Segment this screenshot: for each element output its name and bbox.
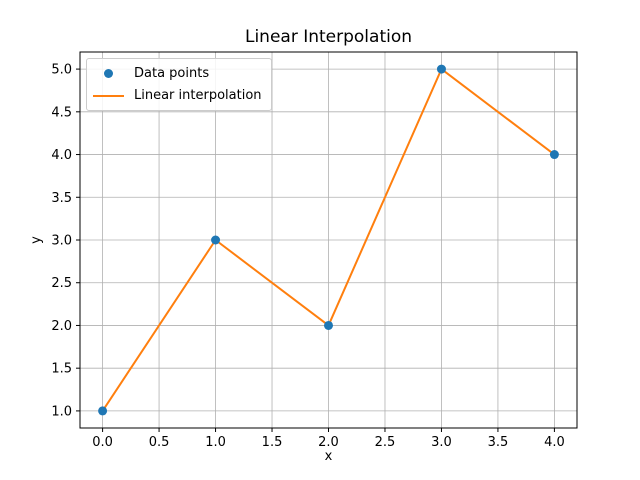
y-axis-label: y — [28, 236, 44, 244]
svg-text:4.5: 4.5 — [51, 105, 72, 120]
x-axis-label: x — [324, 449, 333, 464]
line-icon — [93, 94, 124, 97]
scatter-marker-icon — [93, 69, 124, 78]
svg-text:1.5: 1.5 — [262, 435, 283, 450]
svg-text:3.0: 3.0 — [51, 234, 72, 249]
svg-text:5.0: 5.0 — [51, 63, 72, 78]
chart-title: Linear Interpolation — [244, 27, 413, 47]
svg-text:2.0: 2.0 — [51, 319, 72, 334]
svg-text:1.0: 1.0 — [51, 404, 72, 419]
svg-text:3.5: 3.5 — [488, 435, 509, 450]
svg-text:4.0: 4.0 — [51, 148, 72, 163]
svg-text:3.5: 3.5 — [51, 191, 72, 206]
line-marker-icon — [93, 94, 124, 97]
legend: Data points Linear interpolation — [86, 58, 272, 111]
svg-text:2.5: 2.5 — [51, 276, 72, 291]
svg-text:2.0: 2.0 — [318, 435, 339, 450]
legend-item-data-points: Data points — [93, 64, 262, 83]
svg-text:3.0: 3.0 — [431, 435, 452, 450]
svg-text:0.0: 0.0 — [92, 435, 113, 450]
legend-item-label: Data points — [134, 66, 210, 81]
svg-text:1.5: 1.5 — [51, 362, 72, 377]
svg-text:1.0: 1.0 — [205, 435, 226, 450]
svg-text:2.5: 2.5 — [375, 435, 396, 450]
dot-icon — [104, 69, 113, 78]
svg-text:4.0: 4.0 — [544, 435, 565, 450]
legend-item-label: Linear interpolation — [134, 88, 262, 103]
svg-text:0.5: 0.5 — [149, 435, 170, 450]
legend-item-linear-interpolation: Linear interpolation — [93, 86, 262, 105]
